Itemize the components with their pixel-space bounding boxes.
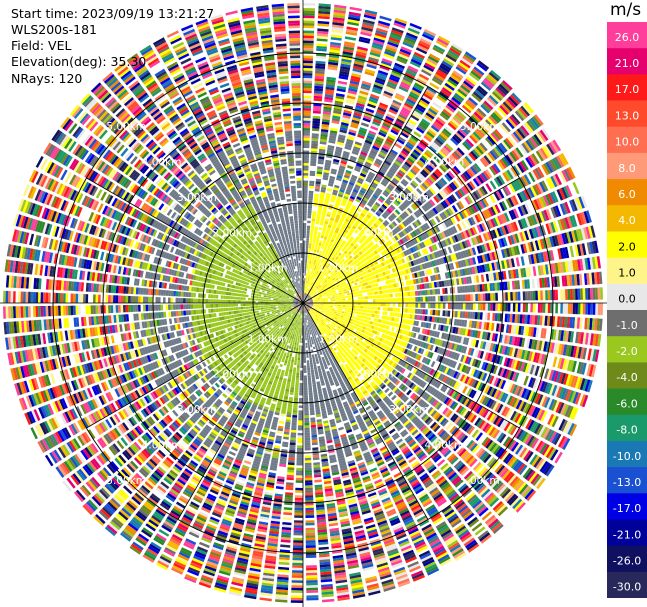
ring-label: 3.00km [389,192,429,204]
colorbar-segment [607,362,647,390]
colorbar-tick-label: 2.0 [618,240,636,253]
azimuth-spoke [86,302,304,429]
colorbar-segment [607,257,647,285]
nrays-label: NRays: 120 [11,71,83,86]
ring-label: 4.00km [425,439,465,451]
colorbar-tick-label: 0.0 [618,293,636,306]
start-time-label: Start time: 2023/09/19 13:21:27 [11,6,215,21]
station-label: WLS200s-181 [11,22,97,37]
ring-label: 2.00km [212,369,252,381]
colorbar-segment [607,152,647,180]
colorbar-segment [607,48,647,75]
ring-label: 3.00km [177,192,217,204]
azimuth-spoke [177,302,304,520]
azimuth-spoke [177,86,304,304]
colorbar-tick-label: 6.0 [618,188,636,201]
colorbar-tick-label: -6.0 [616,397,637,410]
ring-label: 5.00km [106,121,146,133]
colorbar-segment [607,22,647,49]
azimuth-spoke [302,302,520,429]
colorbar-segment [607,205,647,232]
colorbar-tick-label: -8.0 [616,424,637,437]
ring-label: 2.00km [354,227,394,239]
colorbar-segment [607,414,647,442]
azimuth-spoke [302,177,520,304]
ring-label: 4.00km [142,157,182,169]
colorbar-segment [607,571,647,598]
colorbar-tick-label: 1.0 [618,267,636,280]
ring-label: 3.00km [389,404,429,416]
radar-gates [3,3,603,603]
ring-label: 2.00km [212,227,252,239]
colorbar-tick-label: -30.0 [613,581,641,594]
colorbar-segment [607,179,647,206]
colorbar-tick-label: 21.0 [615,57,640,70]
colorbar-segment [607,519,647,547]
ring-label: 1.00km [248,263,288,275]
azimuth-spoke [86,177,304,304]
ppi-plot: 1.00km 1.00km 1.00km 1.00km 2.00km 2.00km 2.00… [0,0,607,607]
colorbar-segment [607,493,647,520]
field-label: Field: VEL [11,38,72,53]
ring-label: 5.00km [106,475,146,487]
colorbar-segment [607,545,647,573]
colorbar-segment [607,126,647,154]
colorbar: 26.0 21.0 17.0 13.0 10.0 8.0 6.0 4.0 2.0 1.0 0.0 -1… [607,22,647,598]
ring-label: 1.00km [248,333,288,345]
colorbar-segment [607,310,647,337]
colorbar-segment [607,74,647,102]
ring-label: 2.00km [354,369,394,381]
ring-label: 4.00km [142,439,182,451]
colorbar-tick-label: 17.0 [615,83,640,96]
colorbar-segment [607,336,647,363]
ring-label: 1.00km [319,263,359,275]
colorbar-segment [607,388,647,416]
ring-label: 5.00km [460,121,500,133]
ring-label: 4.00km [425,157,465,169]
colorbar-segment [607,100,647,128]
colorbar-tick-label: 10.0 [615,136,640,149]
colorbar-tick-label: 8.0 [618,162,636,175]
ring-label: 5.00km [460,475,500,487]
colorbar-segment [607,231,647,259]
colorbar-tick-label: 13.0 [615,109,640,122]
colorbar-tick-label: -26.0 [613,555,641,568]
colorbar-tick-label: -21.0 [613,528,641,541]
colorbar-tick-label: -13.0 [613,476,641,489]
colorbar-segment [607,467,647,494]
colorbar-tick-label: -2.0 [616,345,637,358]
colorbar-tick-label: -10.0 [613,450,641,463]
colorbar-tick-label: -17.0 [613,502,641,515]
colorbar-tick-label: 4.0 [618,214,636,227]
ring-label: 3.00km [177,404,217,416]
ring-label: 1.00km [319,333,359,345]
colorbar-tick-label: -4.0 [616,371,637,384]
azimuth-spoke [302,302,429,520]
colorbar-tick-label: -1.0 [616,319,637,332]
azimuth-spoke [302,86,429,304]
colorbar-unit: m/s [610,0,642,20]
colorbar-tick-label: 26.0 [615,31,640,44]
colorbar-segment [607,440,647,468]
elevation-label: Elevation(deg): 35.30 [11,54,147,69]
colorbar-segment [607,283,647,311]
